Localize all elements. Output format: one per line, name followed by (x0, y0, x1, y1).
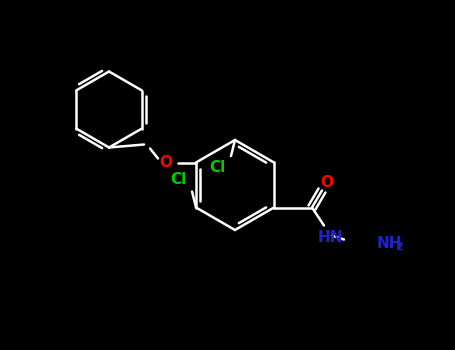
Text: Cl: Cl (209, 161, 225, 175)
Text: NH: NH (377, 236, 403, 251)
Text: 2: 2 (395, 241, 403, 252)
Text: HN: HN (317, 230, 343, 245)
Text: Cl: Cl (170, 172, 186, 187)
Text: O: O (320, 175, 334, 190)
Text: O: O (160, 155, 172, 170)
